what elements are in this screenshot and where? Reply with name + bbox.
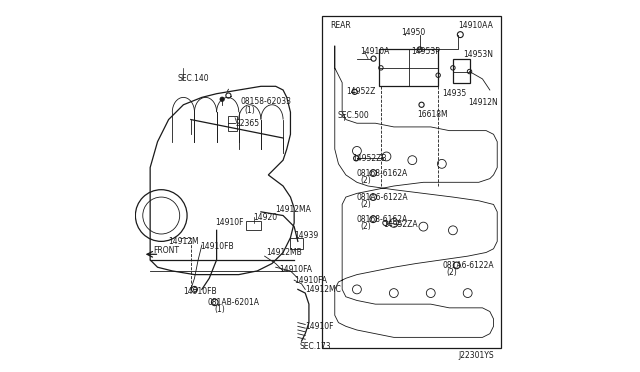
Text: 14910FB: 14910FB — [200, 243, 234, 251]
Text: 22365: 22365 — [235, 119, 259, 128]
Text: 08168-6162A: 08168-6162A — [356, 169, 408, 177]
Text: 14910A: 14910A — [360, 47, 389, 56]
Text: 14952ZA: 14952ZA — [383, 220, 418, 229]
Text: (2): (2) — [360, 200, 371, 209]
Bar — [228, 116, 237, 131]
Text: 14910F: 14910F — [305, 322, 333, 331]
Bar — [322, 16, 501, 349]
Text: 14953N: 14953N — [463, 51, 493, 60]
Text: 081A6-6122A: 081A6-6122A — [443, 261, 494, 270]
Text: 14953P: 14953P — [412, 47, 440, 56]
Text: 14935: 14935 — [443, 89, 467, 98]
Text: 08168-6162A: 08168-6162A — [356, 215, 408, 224]
Text: 14910F: 14910F — [215, 218, 243, 227]
Bar — [379, 49, 438, 86]
Text: J22301YS: J22301YS — [458, 350, 493, 359]
Circle shape — [220, 97, 225, 102]
Text: 08158-62033: 08158-62033 — [241, 97, 292, 106]
Bar — [246, 221, 261, 230]
Text: (2): (2) — [360, 222, 371, 231]
Bar — [453, 59, 470, 83]
Bar — [291, 238, 303, 249]
Text: 14952ZB: 14952ZB — [353, 154, 387, 163]
Text: 081AB-6201A: 081AB-6201A — [207, 298, 259, 307]
Text: 14912MA: 14912MA — [276, 205, 312, 215]
Text: 14912N: 14912N — [468, 99, 498, 108]
Text: SEC.173: SEC.173 — [300, 342, 332, 351]
Text: (2): (2) — [360, 176, 371, 185]
Text: 14912M: 14912M — [168, 237, 199, 246]
Text: 14910FA: 14910FA — [294, 276, 327, 285]
Text: 14910FA: 14910FA — [280, 264, 312, 273]
Text: (2): (2) — [446, 268, 457, 277]
Text: (1): (1) — [215, 305, 225, 314]
Text: 14939: 14939 — [294, 231, 319, 240]
Text: SEC.500: SEC.500 — [338, 111, 369, 121]
Text: 14910AA: 14910AA — [458, 21, 493, 30]
Text: 14912MC: 14912MC — [305, 285, 341, 294]
Text: 081A6-6122A: 081A6-6122A — [356, 193, 408, 202]
Text: 14950: 14950 — [401, 28, 426, 37]
Text: SEC.140: SEC.140 — [178, 74, 209, 83]
Text: REAR: REAR — [330, 21, 351, 30]
Text: 14952Z: 14952Z — [347, 87, 376, 96]
Text: 16618M: 16618M — [417, 109, 447, 119]
Text: (1): (1) — [244, 106, 255, 115]
Text: FRONT: FRONT — [153, 246, 179, 255]
Text: 14910FB: 14910FB — [184, 287, 217, 296]
Text: 14912MB: 14912MB — [266, 248, 302, 257]
Text: 14920: 14920 — [253, 213, 278, 222]
